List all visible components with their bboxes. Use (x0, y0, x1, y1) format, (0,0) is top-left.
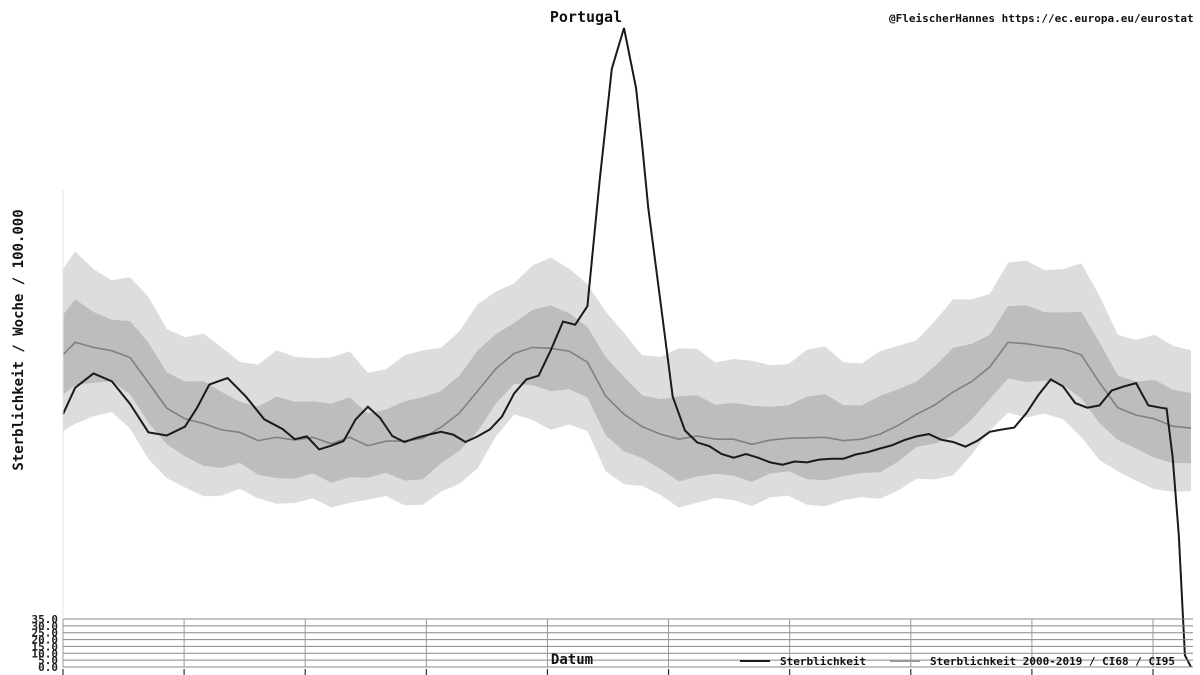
y-tick-label: 35.0 (32, 613, 59, 626)
legend: Sterblichkeit Sterblichkeit 2000-2019 / … (740, 655, 1175, 668)
y-tick-labels: 0.05.010.015.020.025.030.035.0 (32, 613, 59, 674)
x-axis-label: Datum (551, 652, 593, 668)
legend-label-mortality: Sterblichkeit (780, 655, 866, 668)
legend-label-baseline: Sterblichkeit 2000-2019 / CI68 / CI95 (930, 655, 1175, 668)
mean-line-layer (62, 341, 1192, 447)
y-tick-label: 30.0 (32, 620, 59, 633)
y-tick-label: 0.0 (38, 661, 58, 674)
y-axis-label: Sterblichkeit / Woche / 100.000 (11, 209, 27, 470)
y-tick-label: 5.0 (38, 654, 58, 667)
mortality-line-layer (62, 27, 1192, 668)
y-tick-label: 15.0 (32, 640, 59, 653)
y-tick-label: 25.0 (32, 627, 59, 640)
mortality-line (62, 27, 1192, 668)
chart-title: Portugal (550, 8, 622, 26)
y-tick-label: 10.0 (32, 647, 59, 660)
y-tick-label: 20.0 (32, 634, 59, 647)
mean-line (62, 341, 1192, 447)
chart-credit: @FleischerHannes https://ec.europa.eu/eu… (889, 12, 1194, 25)
x-tick-marks (62, 669, 1154, 675)
grid-layer (62, 190, 1193, 668)
